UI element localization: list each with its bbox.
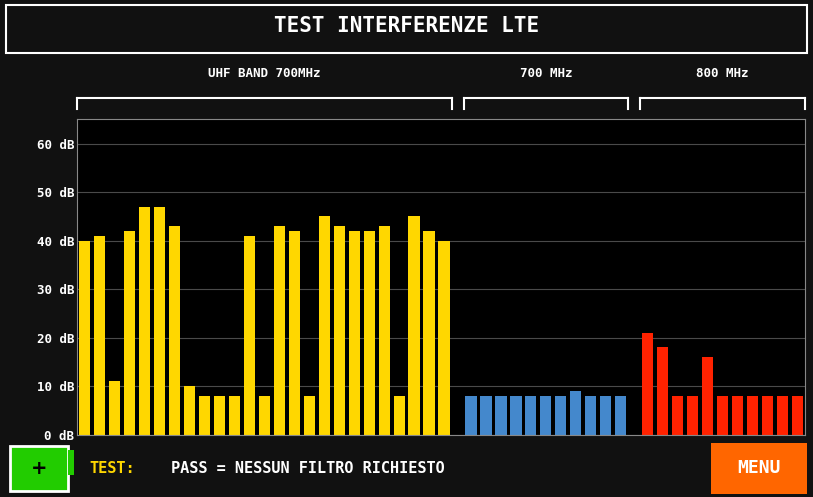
Bar	[702, 357, 713, 435]
Bar	[349, 231, 360, 435]
Text: PASS = NESSUN FILTRO RICHIESTO: PASS = NESSUN FILTRO RICHIESTO	[171, 461, 445, 476]
Bar	[214, 396, 225, 435]
Bar	[732, 396, 743, 435]
Text: TEST INTERFERENZE LTE: TEST INTERFERENZE LTE	[274, 16, 539, 36]
Bar	[109, 382, 120, 435]
Bar	[184, 386, 195, 435]
Text: MENU: MENU	[737, 459, 781, 478]
Bar	[657, 347, 668, 435]
Text: +: +	[31, 459, 47, 478]
Bar	[379, 226, 389, 435]
Bar	[289, 231, 300, 435]
Bar	[438, 241, 450, 435]
Bar	[304, 396, 315, 435]
Bar	[776, 396, 788, 435]
Bar	[672, 396, 683, 435]
Bar	[169, 226, 180, 435]
Text: UHF BAND 700MHz: UHF BAND 700MHz	[208, 67, 320, 80]
Bar	[570, 391, 581, 435]
Bar	[495, 396, 506, 435]
Bar	[424, 231, 435, 435]
Bar	[68, 450, 74, 475]
Bar	[525, 396, 537, 435]
Bar	[274, 226, 285, 435]
Bar	[259, 396, 270, 435]
Bar	[762, 396, 773, 435]
Bar	[747, 396, 758, 435]
Text: 700 MHz: 700 MHz	[520, 67, 572, 80]
Bar	[585, 396, 597, 435]
Bar	[792, 396, 803, 435]
Bar	[687, 396, 698, 435]
Bar	[319, 216, 330, 435]
Bar	[10, 445, 68, 491]
Bar	[511, 396, 521, 435]
Bar	[139, 207, 150, 435]
Bar	[717, 396, 728, 435]
Bar	[333, 226, 345, 435]
Bar	[94, 236, 106, 435]
Bar	[393, 396, 405, 435]
Bar	[154, 207, 165, 435]
Bar	[79, 241, 90, 435]
Bar	[555, 396, 567, 435]
Bar	[363, 231, 375, 435]
Bar	[6, 4, 807, 53]
Bar	[244, 236, 255, 435]
Bar	[124, 231, 135, 435]
Text: TEST:: TEST:	[89, 461, 135, 476]
Bar	[228, 396, 240, 435]
Bar	[711, 443, 807, 494]
Bar	[480, 396, 492, 435]
Bar	[408, 216, 420, 435]
Bar	[600, 396, 611, 435]
Bar	[541, 396, 551, 435]
Text: 800 MHz: 800 MHz	[696, 67, 749, 80]
Bar	[642, 333, 654, 435]
Bar	[465, 396, 476, 435]
Bar	[199, 396, 210, 435]
Bar	[615, 396, 626, 435]
